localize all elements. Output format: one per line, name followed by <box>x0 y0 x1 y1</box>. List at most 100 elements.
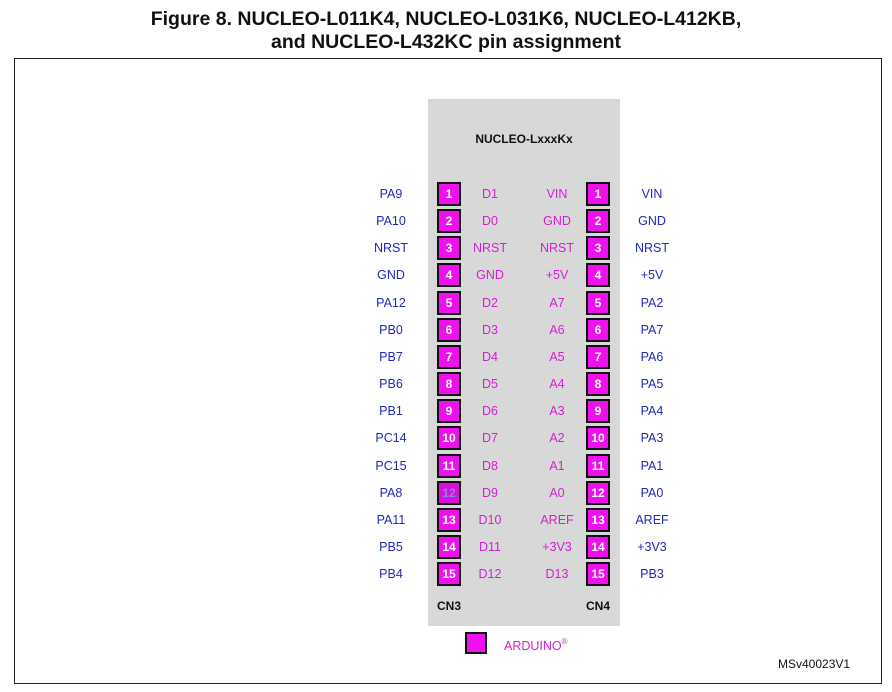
figure-frame <box>14 58 882 684</box>
cn4-arduino-pin-label: AREF <box>540 513 574 527</box>
cn3-connector-label: CN3 <box>436 599 461 613</box>
cn3-mcu-pin-label: NRST <box>373 241 409 255</box>
cn3-pin-1: 1 <box>437 182 461 206</box>
cn4-pin-15: 15 <box>586 562 610 586</box>
cn4-pin-14: 14 <box>586 535 610 559</box>
cn3-arduino-pin-label: D5 <box>482 377 498 391</box>
cn4-pin-4: 4 <box>586 263 610 287</box>
cn4-pin-2: 2 <box>586 209 610 233</box>
cn3-arduino-pin-label: D4 <box>482 350 498 364</box>
cn3-mcu-pin-label: PB0 <box>379 323 403 337</box>
arduino-legend-text: ARDUINO <box>504 639 562 653</box>
cn4-arduino-pin-label: A0 <box>549 486 565 500</box>
cn4-pin-6: 6 <box>586 318 610 342</box>
cn4-pin-8: 8 <box>586 372 610 396</box>
cn3-arduino-pin-label: D1 <box>482 187 498 201</box>
cn4-pin-10: 10 <box>586 426 610 450</box>
cn3-mcu-pin-label: PB7 <box>379 350 403 364</box>
cn4-arduino-pin-label: NRST <box>539 241 575 255</box>
cn3-pin-2: 2 <box>437 209 461 233</box>
cn4-arduino-pin-label: A2 <box>549 431 565 445</box>
cn3-arduino-pin-label: D6 <box>482 404 498 418</box>
cn3-mcu-pin-label: PC14 <box>375 431 407 445</box>
cn4-arduino-pin-label: GND <box>543 214 571 228</box>
cn3-arduino-pin-label: NRST <box>472 241 508 255</box>
cn4-mcu-pin-label: +5V <box>640 268 664 282</box>
figure-title-line-2: and NUCLEO-L432KC pin assignment <box>271 31 621 53</box>
cn3-pin-8: 8 <box>437 372 461 396</box>
cn4-arduino-pin-label: A4 <box>549 377 565 391</box>
cn3-arduino-pin-label: D3 <box>482 323 498 337</box>
cn3-mcu-pin-label: PB1 <box>379 404 403 418</box>
cn4-arduino-pin-label: +5V <box>545 268 569 282</box>
cn4-pin-9: 9 <box>586 399 610 423</box>
cn4-mcu-pin-label: PA5 <box>640 377 664 391</box>
cn4-arduino-pin-label: A7 <box>549 296 565 310</box>
arduino-legend-label: ARDUINO® <box>504 637 568 653</box>
cn4-pin-12: 12 <box>586 481 610 505</box>
cn3-arduino-pin-label: D10 <box>478 513 502 527</box>
cn4-arduino-pin-label: +3V3 <box>542 540 572 554</box>
cn3-mcu-pin-label: PA8 <box>379 486 403 500</box>
cn4-pin-1: 1 <box>586 182 610 206</box>
cn4-arduino-pin-label: A1 <box>549 459 565 473</box>
figure-id: MSv40023V1 <box>778 657 851 671</box>
cn3-arduino-pin-label: D0 <box>482 214 498 228</box>
cn3-arduino-pin-label: D11 <box>478 540 501 554</box>
cn3-pin-4: 4 <box>437 263 461 287</box>
cn3-pin-6: 6 <box>437 318 461 342</box>
cn3-pin-12: 12 <box>437 481 461 505</box>
arduino-legend-swatch <box>465 632 487 654</box>
cn4-mcu-pin-label: PA2 <box>640 296 664 310</box>
cn3-arduino-pin-label: D9 <box>482 486 498 500</box>
cn3-pin-13: 13 <box>437 508 461 532</box>
cn3-pin-15: 15 <box>437 562 461 586</box>
cn3-mcu-pin-label: PB5 <box>379 540 403 554</box>
cn3-arduino-pin-label: GND <box>476 268 504 282</box>
cn4-connector-label: CN4 <box>585 599 610 613</box>
cn4-pin-7: 7 <box>586 345 610 369</box>
cn4-mcu-pin-label: +3V3 <box>637 540 667 554</box>
cn4-mcu-pin-label: GND <box>638 214 666 228</box>
registered-mark: ® <box>561 637 568 646</box>
cn4-mcu-pin-label: PA7 <box>640 323 664 337</box>
cn3-arduino-pin-label: D8 <box>482 459 498 473</box>
board-label: NUCLEO-LxxxKx <box>475 132 573 146</box>
cn3-pin-3: 3 <box>437 236 461 260</box>
cn4-arduino-pin-label: A5 <box>549 350 565 364</box>
cn4-mcu-pin-label: PA1 <box>640 459 664 473</box>
cn4-arduino-pin-label: VIN <box>546 187 568 201</box>
cn3-mcu-pin-label: PA11 <box>376 513 406 527</box>
cn4-mcu-pin-label: NRST <box>634 241 670 255</box>
cn3-mcu-pin-label: PA12 <box>376 296 406 310</box>
cn4-arduino-pin-label: A3 <box>549 404 565 418</box>
cn4-mcu-pin-label: PA4 <box>640 404 664 418</box>
cn3-mcu-pin-label: PA10 <box>376 214 406 228</box>
figure-title-line-1: Figure 8. NUCLEO-L011K4, NUCLEO-L031K6, … <box>150 8 742 30</box>
cn3-pin-11: 11 <box>437 454 461 478</box>
cn3-mcu-pin-label: PA9 <box>379 187 403 201</box>
cn4-pin-13: 13 <box>586 508 610 532</box>
cn3-pin-10: 10 <box>437 426 461 450</box>
cn3-pin-14: 14 <box>437 535 461 559</box>
cn3-arduino-pin-label: D2 <box>482 296 498 310</box>
cn4-mcu-pin-label: PA3 <box>640 431 664 445</box>
cn3-pin-9: 9 <box>437 399 461 423</box>
cn4-mcu-pin-label: PA6 <box>640 350 664 364</box>
cn4-arduino-pin-label: A6 <box>549 323 565 337</box>
cn3-mcu-pin-label: PB6 <box>379 377 403 391</box>
cn4-mcu-pin-label: PB3 <box>640 567 664 581</box>
cn3-arduino-pin-label: D7 <box>482 431 498 445</box>
cn4-mcu-pin-label: VIN <box>641 187 663 201</box>
cn3-arduino-pin-label: D12 <box>478 567 502 581</box>
cn4-mcu-pin-label: AREF <box>635 513 669 527</box>
cn3-mcu-pin-label: GND <box>377 268 405 282</box>
cn4-mcu-pin-label: PA0 <box>640 486 664 500</box>
cn4-pin-11: 11 <box>586 454 610 478</box>
cn3-mcu-pin-label: PB4 <box>379 567 403 581</box>
cn4-pin-5: 5 <box>586 291 610 315</box>
cn3-pin-5: 5 <box>437 291 461 315</box>
cn3-mcu-pin-label: PC15 <box>375 459 407 473</box>
cn4-pin-3: 3 <box>586 236 610 260</box>
cn4-arduino-pin-label: D13 <box>545 567 569 581</box>
